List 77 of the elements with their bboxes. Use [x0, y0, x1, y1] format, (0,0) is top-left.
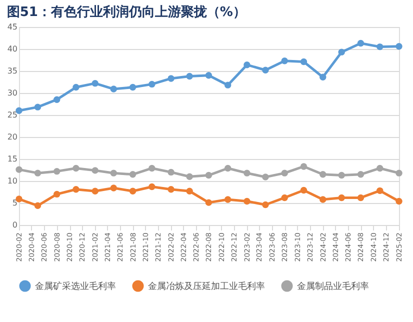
y-tick-label: 45 — [7, 22, 18, 32]
point — [72, 164, 80, 172]
point — [186, 72, 193, 80]
point — [262, 66, 269, 74]
point — [300, 186, 308, 194]
point — [396, 198, 402, 205]
point — [300, 163, 308, 170]
point — [168, 75, 174, 82]
point — [16, 166, 22, 173]
point — [244, 61, 250, 68]
point — [168, 186, 174, 193]
point — [92, 188, 98, 194]
point — [244, 170, 250, 176]
point — [148, 80, 156, 88]
point — [16, 196, 22, 202]
point — [148, 183, 156, 190]
y-tick-label: 20 — [7, 132, 18, 142]
point — [320, 171, 326, 178]
legend-label: 金属制品业毛利率 — [297, 281, 369, 292]
point — [357, 171, 364, 178]
point — [224, 196, 232, 203]
point — [244, 198, 250, 205]
point — [396, 43, 402, 50]
point — [262, 174, 269, 180]
point — [92, 167, 98, 174]
point — [376, 187, 384, 194]
point — [110, 86, 117, 92]
point — [205, 72, 212, 79]
point — [205, 172, 212, 179]
point — [281, 194, 288, 202]
point — [357, 194, 364, 202]
point — [34, 104, 42, 110]
point — [54, 168, 60, 175]
point — [376, 43, 384, 50]
point — [338, 172, 345, 179]
point — [376, 164, 384, 172]
point — [110, 170, 117, 176]
y-tick-label: 40 — [7, 44, 18, 54]
y-tick-label: 35 — [7, 66, 18, 76]
y-tick-label: 30 — [7, 88, 18, 98]
y-tick-label: 15 — [7, 154, 18, 164]
point — [338, 194, 345, 202]
point — [357, 40, 364, 47]
chart-title: 图51：有色行业利润仍向上游聚拢（%） — [6, 4, 246, 20]
point — [320, 74, 326, 81]
point — [281, 58, 288, 64]
point — [129, 84, 136, 91]
point — [54, 190, 60, 198]
point — [129, 188, 136, 194]
y-tick-label: 25 — [7, 110, 18, 120]
legend-label: 金属冶炼及压延加工业毛利率 — [148, 281, 265, 292]
point — [129, 171, 136, 178]
point — [72, 84, 80, 91]
point — [54, 96, 60, 103]
point — [168, 168, 174, 176]
point — [262, 201, 269, 208]
point — [148, 164, 156, 172]
point — [110, 184, 117, 192]
point — [224, 82, 232, 88]
point — [72, 186, 80, 193]
point — [320, 196, 326, 203]
point — [16, 107, 22, 114]
y-tick-label: 0 — [12, 220, 18, 230]
point — [186, 188, 193, 194]
point — [92, 80, 98, 87]
point — [396, 170, 402, 176]
point — [34, 170, 42, 176]
legend-label: 金属矿采选业毛利率 — [35, 281, 116, 292]
point — [300, 58, 308, 66]
point — [281, 170, 288, 176]
point — [224, 164, 232, 172]
point — [186, 173, 193, 180]
point — [338, 48, 345, 56]
y-tick-label: 10 — [7, 176, 18, 186]
point — [205, 199, 212, 206]
y-tick-label: 5 — [12, 198, 18, 208]
point — [34, 202, 42, 209]
